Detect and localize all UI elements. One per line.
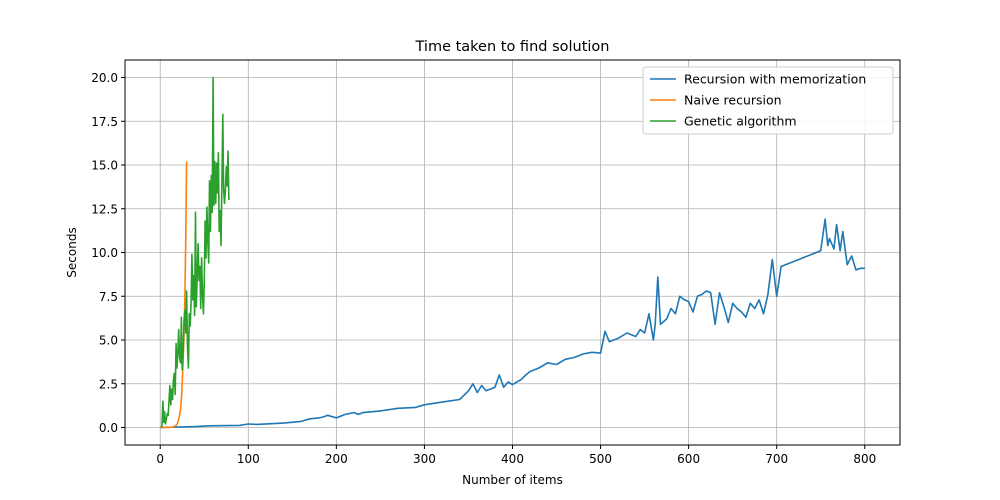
y-tick-label: 0.0: [99, 421, 118, 435]
legend-label-0: Recursion with memorization: [684, 72, 866, 87]
x-tick-label: 800: [853, 452, 876, 466]
x-tick-label: 300: [413, 452, 436, 466]
x-tick-label: 500: [589, 452, 612, 466]
y-tick-label: 17.5: [91, 115, 118, 129]
legend-label-2: Genetic algorithm: [684, 114, 797, 129]
y-tick-label: 7.5: [99, 290, 118, 304]
y-tick-label: 5.0: [99, 334, 118, 348]
x-tick-label: 600: [677, 452, 700, 466]
y-tick-label: 10.0: [91, 246, 118, 260]
y-tick-label: 15.0: [91, 159, 118, 173]
legend-label-1: Naive recursion: [684, 93, 782, 108]
series-layer: [160, 76, 865, 429]
legend-box: [642, 66, 894, 135]
x-tick-label: 0: [156, 452, 164, 466]
series-line-0: [160, 218, 865, 429]
chart-title: Time taken to find solution: [415, 39, 610, 55]
x-tick-label: 200: [325, 452, 348, 466]
series-line-2: [160, 76, 230, 428]
ticks: 0 100 200 300 400 500 600 700 800 0.0 2.5 5.0 7.5 10.…: [91, 71, 876, 466]
y-tick-label: 12.5: [91, 202, 118, 216]
y-tick-label: 2.5: [99, 377, 118, 391]
x-tick-label: 700: [765, 452, 788, 466]
x-tick-label: 100: [237, 452, 260, 466]
x-tick-label: 400: [501, 452, 524, 466]
y-tick-label: 20.0: [91, 71, 118, 85]
x-axis-label: Number of items: [462, 473, 563, 487]
y-axis-label: Seconds: [65, 227, 79, 277]
legend: Recursion with memorization Naive recursi…: [642, 66, 894, 135]
